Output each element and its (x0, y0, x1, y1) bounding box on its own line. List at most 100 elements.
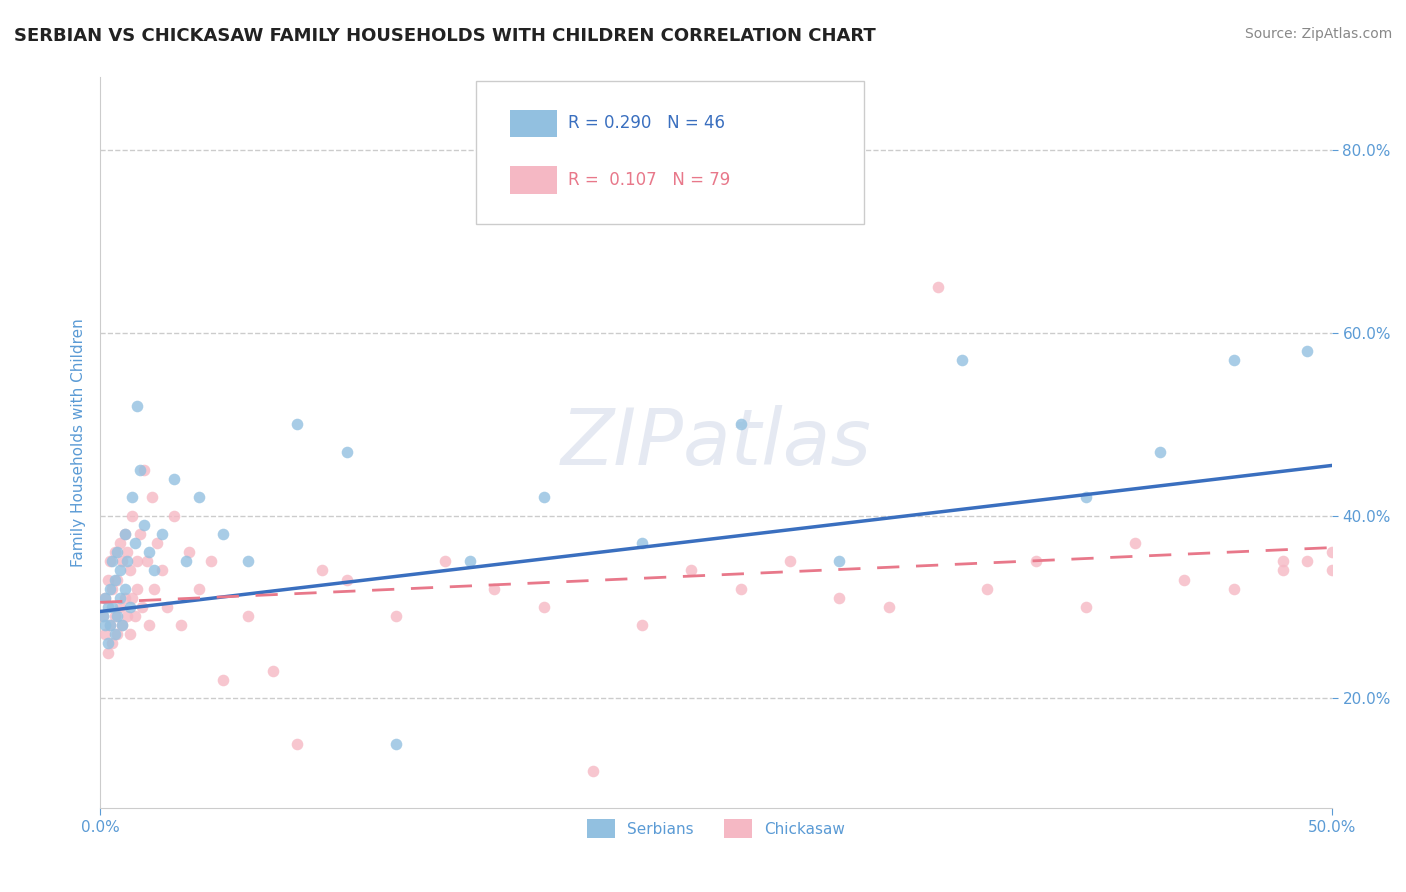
Point (730, 582, 752, 596)
Point (115, 609, 138, 624)
Point (124, 609, 146, 624)
Point (1369, 545, 1392, 559)
Point (150, 563, 173, 577)
Point (114, 527, 136, 541)
Point (108, 563, 131, 577)
Point (101, 554, 124, 568)
Point (1173, 573, 1195, 587)
Point (131, 599, 153, 614)
Point (134, 517, 156, 532)
Point (681, 563, 703, 577)
Point (138, 545, 160, 559)
Point (111, 618, 134, 632)
Point (163, 508, 186, 523)
Point (1346, 573, 1368, 587)
Point (98, 554, 121, 568)
Point (115, 545, 138, 559)
Point (262, 664, 284, 678)
Point (105, 573, 128, 587)
Point (108, 536, 131, 550)
Point (976, 582, 998, 596)
Point (111, 618, 134, 632)
Point (105, 627, 128, 641)
FancyBboxPatch shape (475, 81, 863, 224)
Point (212, 527, 235, 541)
Point (176, 554, 198, 568)
Point (1123, 536, 1146, 550)
Point (1074, 491, 1097, 505)
Point (1320, 563, 1343, 577)
Point (187, 582, 209, 596)
Text: R =  0.107   N = 79: R = 0.107 N = 79 (568, 170, 731, 189)
Point (1074, 599, 1097, 614)
Point (127, 399, 149, 413)
Point (108, 599, 131, 614)
Point (94, 591, 117, 605)
Point (94, 591, 117, 605)
Point (121, 508, 143, 523)
Point (127, 582, 149, 596)
Point (94, 618, 117, 632)
Text: R = 0.290   N = 46: R = 0.290 N = 46 (568, 114, 725, 132)
Point (779, 554, 801, 568)
Y-axis label: Family Households with Children: Family Households with Children (72, 318, 86, 567)
Point (631, 536, 654, 550)
Point (1296, 554, 1319, 568)
Point (121, 591, 143, 605)
Point (91, 609, 114, 624)
Point (335, 444, 357, 458)
Point (98, 618, 121, 632)
Point (143, 582, 166, 596)
Point (108, 591, 131, 605)
Point (141, 491, 163, 505)
Point (105, 609, 128, 624)
Point (127, 554, 149, 568)
Point (582, 764, 605, 779)
Point (134, 463, 156, 477)
Point (1296, 344, 1319, 359)
Point (104, 609, 127, 624)
Point (138, 618, 160, 632)
Point (143, 563, 166, 577)
Point (128, 527, 150, 541)
Point (96, 646, 118, 660)
Point (1320, 545, 1343, 559)
Point (458, 554, 481, 568)
Point (877, 599, 900, 614)
Text: Source: ZipAtlas.com: Source: ZipAtlas.com (1244, 27, 1392, 41)
Point (1369, 599, 1392, 614)
Point (952, 353, 974, 368)
Point (91, 609, 114, 624)
Point (828, 554, 851, 568)
Point (146, 536, 169, 550)
Point (730, 417, 752, 432)
Point (385, 737, 408, 751)
Point (1395, 563, 1406, 577)
Point (311, 563, 333, 577)
Point (104, 573, 127, 587)
Point (101, 636, 124, 650)
Point (114, 582, 136, 596)
Point (1025, 554, 1047, 568)
Point (101, 599, 124, 614)
Point (236, 609, 259, 624)
Point (828, 591, 851, 605)
Point (385, 609, 408, 624)
Point (1222, 353, 1244, 368)
Point (212, 673, 235, 687)
Point (105, 545, 128, 559)
Point (156, 599, 179, 614)
Point (136, 554, 159, 568)
Point (150, 527, 173, 541)
Point (104, 627, 127, 641)
FancyBboxPatch shape (510, 166, 557, 194)
Point (121, 491, 143, 505)
Point (118, 627, 141, 641)
Text: SERBIAN VS CHICKASAW FAMILY HOUSEHOLDS WITH CHILDREN CORRELATION CHART: SERBIAN VS CHICKASAW FAMILY HOUSEHOLDS W… (14, 27, 876, 45)
Point (236, 554, 259, 568)
Point (170, 618, 193, 632)
Point (177, 545, 200, 559)
Point (1222, 582, 1244, 596)
Text: ZIPatlas: ZIPatlas (561, 405, 872, 481)
Point (114, 591, 136, 605)
